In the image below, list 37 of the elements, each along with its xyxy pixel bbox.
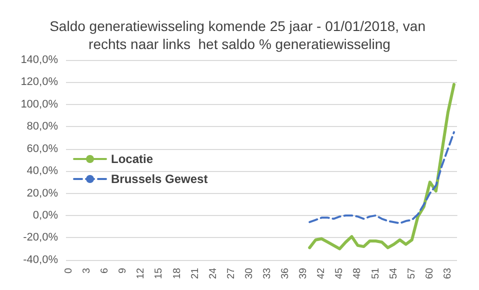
x-tick-label: 12	[136, 267, 147, 279]
x-tick-label: 63	[442, 267, 454, 279]
y-tick-label: 120,0%	[20, 76, 58, 88]
x-tick-label: 18	[172, 267, 183, 279]
x-tick-label: 30	[244, 267, 255, 279]
line-series	[308, 82, 456, 250]
y-tick-label: 0,0%	[32, 209, 58, 222]
y-tick-label: 40,0%	[26, 165, 58, 178]
y-tick-label: 80,0%	[26, 120, 58, 133]
legend-label: Locatie	[111, 152, 154, 166]
x-tick-label: 24	[208, 267, 219, 279]
x-tick-label: 0	[64, 267, 75, 274]
x-tick-label: 33	[262, 267, 274, 279]
x-tick-label: 39	[298, 267, 310, 279]
y-tick-label: 60,0%	[26, 142, 58, 155]
y-tick-label: -40,0%	[23, 254, 58, 266]
x-tick-label: 48	[352, 267, 364, 279]
line-series	[308, 131, 455, 224]
y-tick-label: 140,0%	[20, 54, 58, 66]
x-tick-label: 3	[82, 267, 93, 274]
legend-label: Brussels Gewest	[111, 172, 208, 186]
y-tick-label: -20,0%	[23, 232, 58, 244]
x-tick-label: 42	[316, 267, 328, 279]
x-tick-label: 15	[154, 267, 165, 279]
chart-title: Saldo generatiewisseling komende 25 jaar - 01/01/2018, van rechts naar links het saldo % generatiewisseling	[50, 18, 430, 52]
x-tick-label: 27	[226, 267, 237, 279]
y-tick-label: 20,0%	[26, 187, 58, 200]
x-tick-label: 60	[424, 267, 436, 279]
x-tick-label: 21	[190, 267, 201, 279]
x-tick-label: 57	[406, 267, 418, 279]
x-tick-label: 51	[370, 267, 382, 279]
x-tick-label: 36	[280, 267, 292, 279]
x-tick-label: 54	[388, 267, 400, 279]
x-tick-label: 45	[334, 267, 346, 279]
x-tick-label: 6	[100, 267, 111, 274]
x-tick-label: 9	[118, 267, 129, 274]
y-tick-label: 100,0%	[20, 98, 58, 110]
